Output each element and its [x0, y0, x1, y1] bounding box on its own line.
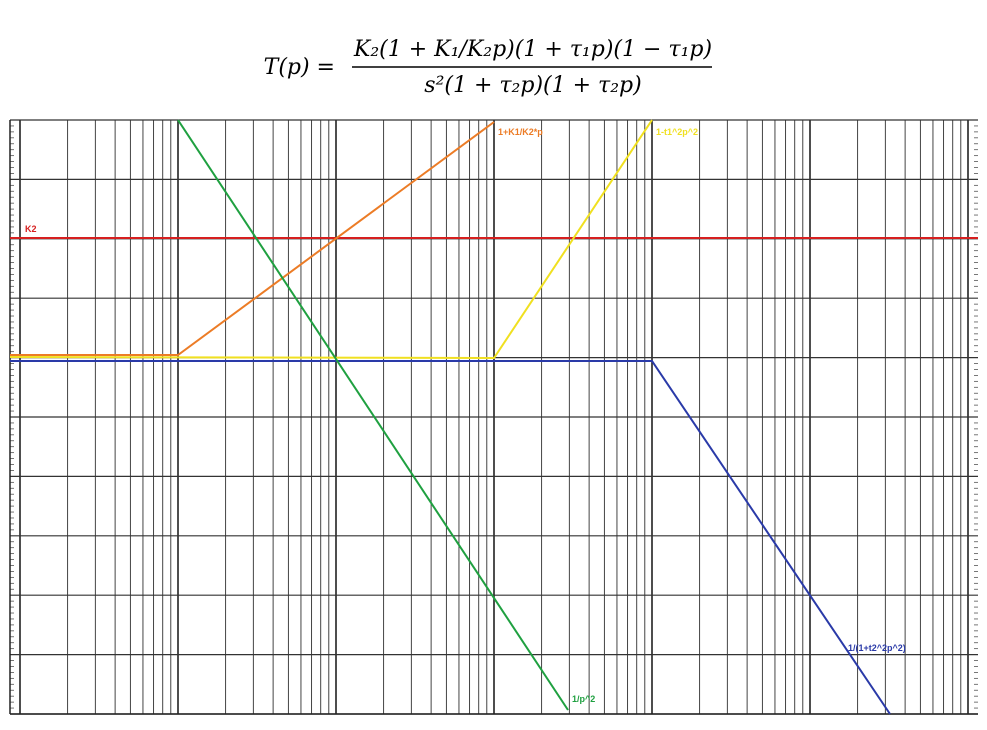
green-line	[177, 119, 569, 711]
yellow-line	[9, 119, 653, 360]
blue-line	[10, 360, 891, 715]
curve-label: 1+K1/K2*p	[498, 127, 543, 137]
curve-label: 1/p^2	[572, 694, 595, 704]
formula-denominator: s²(1 + τ₂p)(1 + τ₂p)	[424, 73, 641, 98]
curve-label: K2	[25, 224, 37, 234]
grid	[9, 119, 978, 715]
formula-lhs: T(p) =	[264, 55, 335, 80]
formula-numerator: K₂(1 + K₁/K₂p)(1 + τ₁p)(1 − τ₁p)	[353, 37, 712, 62]
curve-label: 1-t1^2p^2	[656, 127, 698, 137]
curve-label: 1/(1+t2^2p^2)	[848, 643, 906, 653]
orange-line	[10, 121, 495, 356]
